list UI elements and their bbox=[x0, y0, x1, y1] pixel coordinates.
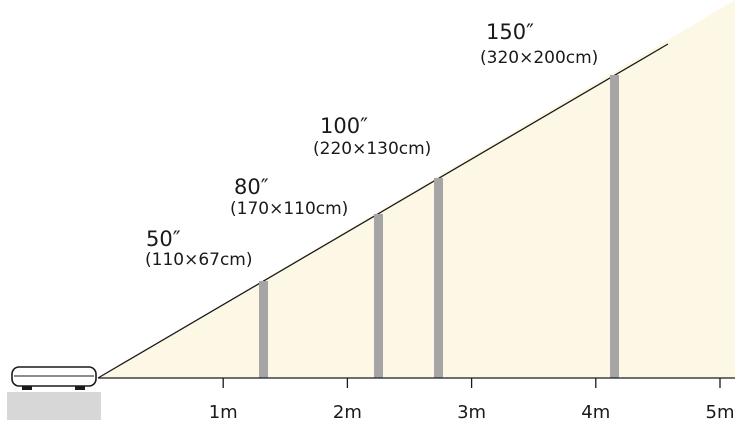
projector-icon bbox=[7, 366, 101, 420]
screen-dimensions-label-50: (110×67cm) bbox=[145, 250, 253, 270]
projection-beam bbox=[98, 0, 735, 378]
screen-size-label-100: 100″ bbox=[320, 114, 368, 138]
screen-size-label-150: 150″ bbox=[486, 20, 534, 44]
distance-axis-ticks: 1m 2m 3m 4m 5m bbox=[209, 378, 735, 423]
beam-edge-line bbox=[97, 43, 669, 379]
screen-size-label-80: 80″ bbox=[234, 175, 269, 199]
screen-dimensions-label-100: (220×130cm) bbox=[313, 139, 431, 159]
screen-bar-100 bbox=[434, 178, 443, 378]
screen-dimensions-label-150: (320×200cm) bbox=[480, 48, 598, 68]
screen-size-label-50: 50″ bbox=[146, 227, 181, 251]
axis-tick-label-5m: 5m bbox=[706, 402, 735, 423]
screen-bar-50 bbox=[259, 281, 268, 378]
projector-stand bbox=[7, 392, 101, 420]
screen-bar-150 bbox=[610, 75, 619, 378]
axis-tick-label-2m: 2m bbox=[333, 402, 362, 423]
screen-dimensions-label-80: (170×110cm) bbox=[230, 199, 348, 219]
axis-tick-label-4m: 4m bbox=[581, 402, 610, 423]
screen-bar-80 bbox=[374, 214, 383, 378]
axis-tick-label-3m: 3m bbox=[457, 402, 486, 423]
projector-foot-right bbox=[75, 386, 85, 390]
projector-foot-left bbox=[22, 386, 32, 390]
axis-tick-label-1m: 1m bbox=[209, 402, 238, 423]
